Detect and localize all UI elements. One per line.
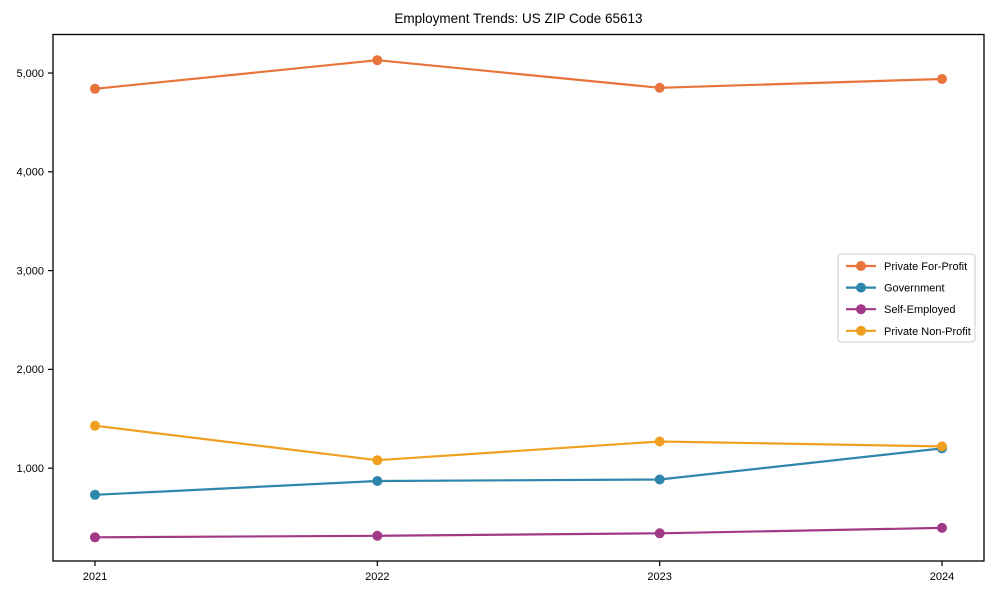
data-point-private-non-profit xyxy=(937,441,947,452)
y-tick-label: 3,000 xyxy=(16,265,44,277)
legend: Private For-Profit Government Self-Employe… xyxy=(837,253,976,343)
y-tick-label: 2,000 xyxy=(16,364,44,376)
data-point-private-non-profit xyxy=(654,436,665,447)
legend-item-private-non-profit: Private Non-Profit xyxy=(846,325,971,338)
x-tick-label: 2024 xyxy=(930,571,954,583)
legend-item-self-employed: Self-Employed xyxy=(846,304,956,316)
data-point-government xyxy=(654,474,665,485)
legend-item-label: Private For-Profit xyxy=(884,261,967,273)
x-tick-label: 2021 xyxy=(83,571,107,583)
legend-item-government: Government xyxy=(846,282,945,295)
legend-item-label: Self-Employed xyxy=(884,304,956,316)
series-line-government xyxy=(93,447,944,496)
plot-area: 1,000 2,000 3,000 4,000 5,000 2021 2022 2023 202… xyxy=(16,33,985,583)
data-point-private-non-profit xyxy=(372,455,383,466)
data-point-private-for-profit xyxy=(90,83,100,94)
data-point-private-for-profit xyxy=(372,55,383,66)
data-point-self-employed xyxy=(90,532,100,543)
data-point-private-for-profit xyxy=(937,74,947,84)
data-point-private-for-profit xyxy=(654,82,665,93)
legend-item-private-for-profit: Private For-Profit xyxy=(846,261,967,273)
series-line-private-for-profit xyxy=(93,59,944,90)
plot-border xyxy=(52,33,985,562)
data-point-self-employed xyxy=(654,528,665,539)
y-tick-label: 1,000 xyxy=(16,463,44,475)
legend-marker-icon xyxy=(856,304,866,315)
chart-title: Employment Trends: US ZIP Code 65613 xyxy=(394,11,642,26)
legend-marker-icon xyxy=(856,325,866,336)
y-tick-label: 4,000 xyxy=(16,167,44,179)
legend-item-label: Private Non-Profit xyxy=(884,326,971,338)
data-point-government xyxy=(372,476,383,486)
data-point-self-employed xyxy=(372,530,383,541)
data-point-private-non-profit xyxy=(90,420,100,431)
series-line-self-employed xyxy=(93,526,944,539)
series-line-private-non-profit xyxy=(93,424,944,462)
x-tick-label: 2023 xyxy=(647,571,671,583)
legend-item-label: Government xyxy=(884,283,945,295)
legend-marker-icon xyxy=(856,261,866,271)
legend-marker-icon xyxy=(856,282,866,293)
legend-box xyxy=(837,253,976,343)
data-point-self-employed xyxy=(937,522,947,533)
data-point-government xyxy=(90,489,100,500)
x-tick-label: 2022 xyxy=(365,571,389,583)
y-tick-label: 5,000 xyxy=(16,68,44,80)
